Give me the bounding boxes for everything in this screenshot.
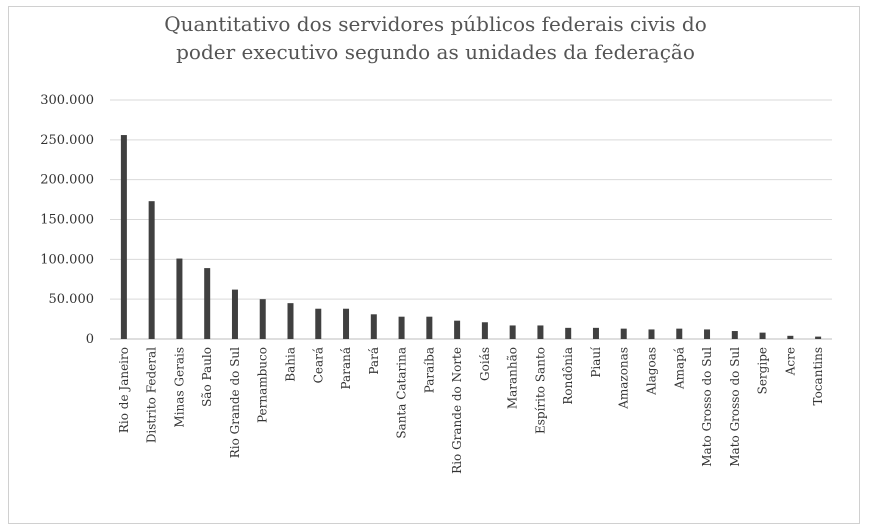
bar: [343, 308, 350, 339]
x-tick-label: Distrito Federal: [145, 347, 159, 443]
bar: [120, 135, 127, 339]
bar: [481, 322, 488, 339]
bars: [120, 135, 822, 339]
bar: [509, 325, 516, 339]
x-tick-label: Rio Grande do Norte: [450, 347, 464, 474]
x-tick-label: Amazonas: [617, 347, 631, 410]
bar: [454, 320, 461, 339]
gridlines: [110, 99, 832, 340]
x-tick-label: Tocantins: [811, 347, 825, 405]
bar: [287, 303, 294, 339]
bar: [426, 316, 433, 339]
y-tick-label: 100.000: [40, 252, 94, 267]
bar: [565, 327, 572, 339]
x-tick-label: Santa Catarina: [395, 347, 409, 439]
x-axis: Rio de Janeiro Distrito Federal Minas Gera…: [117, 347, 825, 474]
bar: [620, 328, 627, 339]
x-tick-label: Rio Grande do Sul: [228, 347, 242, 458]
chart-title-line-1: Quantitativo dos servidores públicos fed…: [164, 12, 707, 36]
chart-title-line-2: poder executivo segundo as unidades da f…: [176, 40, 695, 64]
x-tick-label: Ceará: [311, 347, 325, 383]
x-tick-label: Mato Grosso do Sul: [700, 347, 714, 467]
bar: [704, 329, 711, 339]
y-tick-label: 150.000: [40, 213, 94, 228]
y-tick-label: 250.000: [40, 133, 94, 148]
y-tick-label: 200.000: [40, 173, 94, 188]
x-tick-label: Rondônia: [561, 347, 575, 405]
bar: [815, 336, 822, 339]
bar: [731, 331, 738, 339]
bar: [537, 325, 544, 339]
x-tick-label: Rio de Janeiro: [117, 347, 131, 433]
y-tick-label: 0: [86, 332, 94, 347]
y-tick-label: 50.000: [49, 292, 95, 307]
bar: [787, 335, 794, 339]
x-tick-label: Mato Grosso do Sul: [728, 347, 742, 467]
x-tick-label: Alagoas: [645, 347, 659, 396]
y-axis: 0 50.000 100.000 150.000 200.000 250.000 300.0…: [40, 93, 94, 347]
x-tick-label: Paraná: [339, 347, 353, 389]
x-tick-label: Espírito Santo: [533, 347, 547, 434]
bar: [259, 299, 266, 339]
x-tick-label: Amapá: [672, 347, 686, 390]
bar: [315, 308, 322, 339]
bar: [676, 328, 683, 339]
x-tick-label: Minas Gerais: [172, 347, 186, 428]
bar: [648, 329, 655, 339]
x-tick-label: Piauí: [589, 347, 603, 378]
chart-title: Quantitativo dos servidores públicos fed…: [0, 10, 871, 66]
bar: [398, 316, 405, 339]
x-tick-label: Maranhão: [506, 347, 520, 409]
bar: [204, 268, 211, 339]
x-tick-label: Bahia: [284, 347, 298, 382]
x-tick-label: São Paulo: [200, 347, 214, 407]
x-tick-label: Acre: [783, 347, 797, 376]
x-tick-label: Sergipe: [756, 347, 770, 394]
x-tick-label: Pará: [367, 347, 381, 375]
y-tick-label: 300.000: [40, 93, 94, 108]
bar: [759, 332, 766, 339]
bar: [148, 201, 155, 339]
x-tick-label: Goiás: [478, 347, 492, 381]
bar: [231, 289, 238, 339]
bar: [176, 258, 183, 339]
x-tick-label: Pernambuco: [256, 347, 270, 423]
bar: [370, 314, 377, 339]
bar: [592, 327, 599, 339]
x-tick-label: Paraíba: [422, 347, 436, 393]
